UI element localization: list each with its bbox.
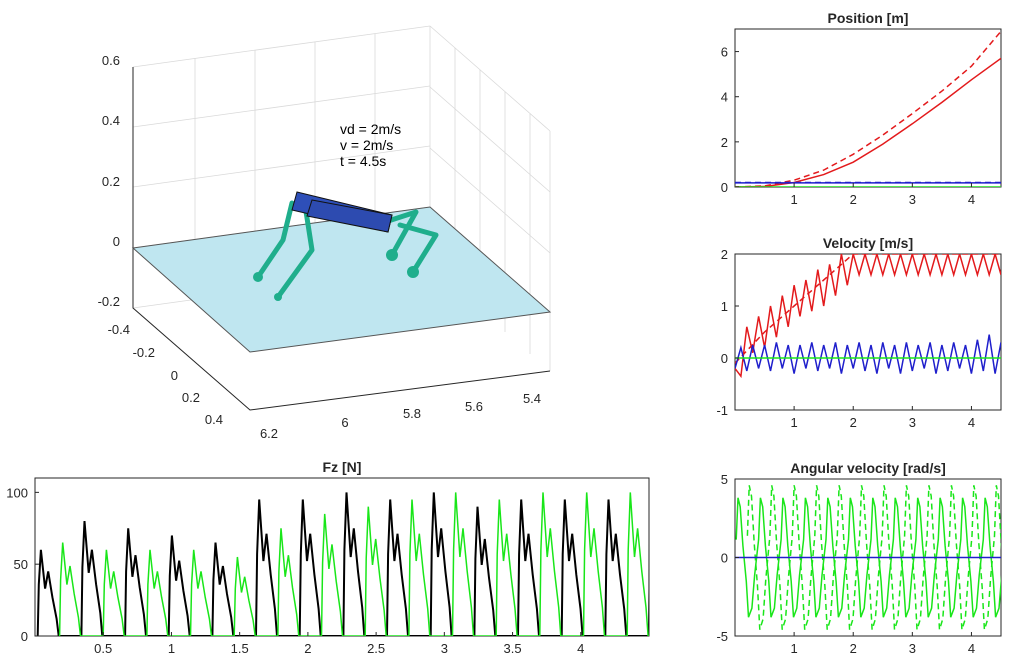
series-group: [36, 492, 649, 636]
y-tick-label: 2: [721, 135, 728, 150]
x-tick-label: 2: [850, 192, 857, 207]
y-tick-label: -0.4: [108, 322, 130, 337]
y-tick-label: -1: [716, 403, 728, 418]
x-tick-label: 0.5: [94, 641, 112, 656]
foot-front-right: [274, 293, 282, 301]
scene-axis: [132, 67, 551, 411]
leg-front-left: [255, 200, 295, 280]
x-tick-label: 3: [441, 641, 448, 656]
y-tick-label: -5: [716, 629, 728, 644]
x-tick-label: 6.2: [260, 426, 278, 441]
leg-front-right: [275, 202, 315, 300]
x-tick-label: 2: [850, 641, 857, 656]
y-tick-label: 1: [721, 299, 728, 314]
series-group: [735, 30, 1001, 187]
z-tick-label: 0.6: [102, 53, 120, 68]
robot-body: [291, 191, 393, 233]
x-tick-label: 2.5: [367, 641, 385, 656]
robot-legs: [255, 200, 439, 300]
x-tick-label: 6: [341, 415, 348, 430]
x-tick-label: 3: [909, 415, 916, 430]
y-tick-label: 0: [21, 629, 28, 644]
y-tick-label: 4: [721, 90, 728, 105]
annotation-v: v = 2m/s: [340, 137, 393, 153]
grid-line: [429, 25, 551, 132]
scene-3d: vd = 2m/s v = 2m/s t = 4.5s 0.6 0.4 0.2 0 -0…: [98, 25, 552, 441]
plot-title: Angular velocity [rad/s]: [790, 460, 946, 476]
x-tick-label: 4: [577, 641, 584, 656]
y-tick-label: -0.2: [133, 345, 155, 360]
y-tick-label: 50: [14, 557, 28, 572]
foot-rear-left: [386, 249, 398, 261]
series-green-dashed: [746, 485, 1001, 630]
leg-rear-left: [382, 209, 419, 258]
plot-position: Position [m] 1 2 3 4 0 2 4 6: [721, 10, 1002, 207]
plot-area: [734, 28, 1002, 188]
grid-line: [132, 145, 431, 188]
series-black-solid: [36, 492, 649, 636]
plot-title: Fz [N]: [323, 459, 362, 475]
x-tick-label: 3: [909, 192, 916, 207]
x-tick-label: 1.5: [231, 641, 249, 656]
plot-title: Velocity [m/s]: [823, 235, 913, 251]
grid-line: [132, 25, 431, 68]
y-tick-label: 0.2: [182, 390, 200, 405]
x-tick-label: 4: [968, 192, 975, 207]
plot-title: Position [m]: [828, 10, 909, 26]
y-tick-label: 0: [721, 351, 728, 366]
z-tick-label: 0: [113, 234, 120, 249]
annotation-vd: vd = 2m/s: [340, 121, 401, 137]
grid-line: [132, 85, 431, 128]
plot-velocity: Velocity [m/s] 1 2 3 4 -1 0 1 2: [716, 235, 1002, 430]
x-tick-label: 1: [790, 192, 797, 207]
y-tick-label: 2: [721, 247, 728, 262]
foot-rear-right: [407, 266, 419, 278]
x-tick-label: 2: [850, 415, 857, 430]
y-tick-label: 6: [721, 45, 728, 60]
x-tick-label: 1: [790, 641, 797, 656]
series-red-solid: [735, 254, 1001, 379]
x-tick-label: 2: [304, 641, 311, 656]
plot-area: [734, 253, 1002, 411]
x-tick-label: 4: [968, 641, 975, 656]
x-tick-label: 5.6: [465, 399, 483, 414]
robot-feet: [253, 249, 419, 301]
plot-angular-velocity: Angular velocity [rad/s] 1 2 3 4 -5 0 5: [716, 460, 1002, 656]
z-tick-label: 0.4: [102, 113, 120, 128]
series-group: [735, 254, 1001, 379]
z-tick-label: 0.2: [102, 174, 120, 189]
x-tick-label: 3: [909, 641, 916, 656]
x-tick-label: 5.8: [403, 406, 421, 421]
grid-line: [429, 86, 551, 193]
scene-ticks: 0.60.40.20-0.2-0.4-0.200.20.46.265.8 5.65…: [98, 53, 541, 441]
ground-plane: [131, 206, 552, 353]
x-tick-label: 5.4: [523, 391, 541, 406]
series-group: [735, 485, 1001, 630]
x-tick-label: 3.5: [504, 641, 522, 656]
foot-front-left: [253, 272, 263, 282]
y-tick-label: 0: [171, 368, 178, 383]
y-tick-label: 0: [721, 180, 728, 195]
series-red-solid: [735, 57, 1001, 187]
leg-rear-right: [397, 222, 439, 275]
y-tick-label: 5: [721, 472, 728, 487]
x-tick-label: 1: [168, 641, 175, 656]
y-tick-label: 0.4: [205, 412, 223, 427]
series-green-solid: [58, 492, 649, 636]
annotation-t: t = 4.5s: [340, 153, 386, 169]
y-tick-label: 0: [721, 551, 728, 566]
x-tick-label: 1: [790, 415, 797, 430]
y-tick-label: 100: [6, 485, 28, 500]
plot-fz: Fz [N] 0.5 1 1.5 2 2.5 3 3.5 4 0 50 100: [6, 459, 650, 656]
x-tick-label: 4: [968, 415, 975, 430]
z-tick-label: -0.2: [98, 294, 120, 309]
